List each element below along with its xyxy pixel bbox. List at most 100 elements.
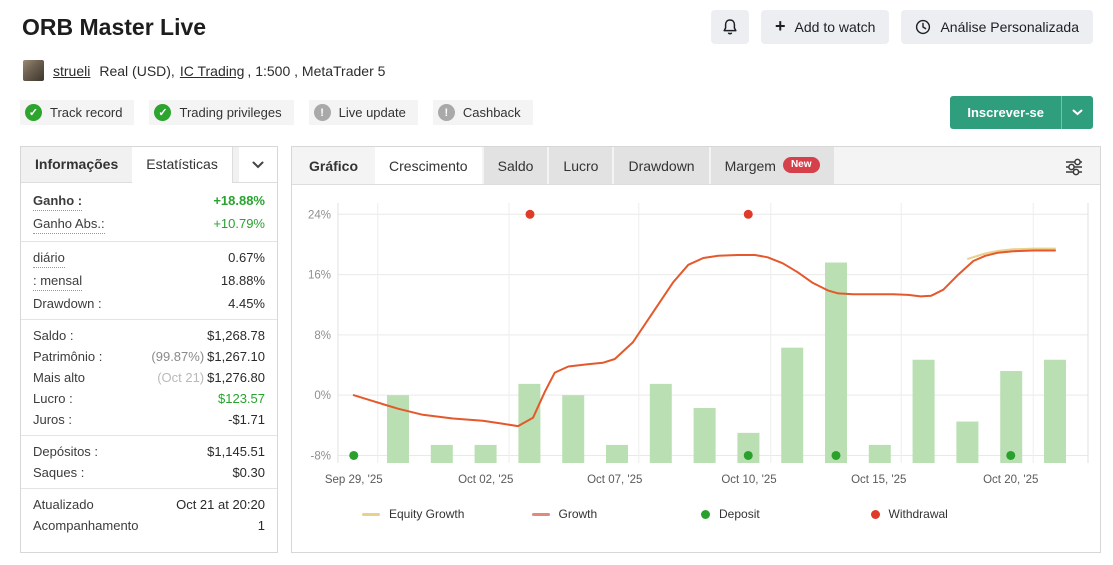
custom-analysis-button[interactable]: Análise Personalizada [901, 10, 1093, 44]
daily-growth-bar [693, 407, 716, 463]
chart-tabs: Gráfico Crescimento Saldo Lucro Drawdown Mar… [292, 147, 1100, 185]
daily-growth-bar [737, 432, 760, 463]
daily-growth-bar [430, 444, 453, 463]
broker-link[interactable]: IC Trading [179, 62, 245, 79]
growth-chart-svg: 24% 16% 8% 0% -8% Sep 29, '25 Oct 02, '25 Oct 0… [308, 203, 1089, 486]
tab-estatisticas[interactable]: Estatísticas [132, 147, 233, 183]
daily-growth-bar [387, 395, 409, 463]
tab-drawdown[interactable]: Drawdown [614, 147, 709, 184]
badge-label: Trading privileges [179, 105, 282, 120]
daily-growth-bar [825, 262, 847, 463]
daily-growth-bar [649, 383, 672, 463]
stat-value-prefix: (99.87%) [151, 348, 205, 364]
status-badge-live-update: ! Live update [308, 100, 418, 125]
sliders-icon [1066, 158, 1082, 176]
legend-item-deposit[interactable]: Deposit [701, 507, 871, 521]
stat-value: 0.67% [228, 250, 265, 266]
tab-saldo[interactable]: Saldo [483, 147, 548, 184]
page-title: ORB Master Live [22, 14, 207, 40]
stat-label: Atualizado [33, 496, 94, 512]
stat-value-text: $123.57 [218, 390, 265, 406]
stat-value-text: 0.67% [228, 249, 265, 265]
custom-analysis-label: Análise Personalizada [940, 19, 1079, 35]
user-avatar[interactable] [23, 60, 44, 81]
tab-informacoes[interactable]: Informações [35, 156, 119, 172]
topbar-actions: + Add to watch Análise Personalizada [711, 10, 1093, 44]
stat-value: 18.88% [221, 273, 265, 289]
stat-row-drawdown: Drawdown : 4.45% [21, 293, 277, 314]
daily-growth-bar [956, 421, 979, 463]
stat-value: 1 [258, 518, 265, 534]
tab-lucro[interactable]: Lucro [549, 147, 613, 184]
group-divider [21, 435, 277, 436]
y-axis-tick: -8% [311, 450, 331, 462]
stat-value-text: +10.79% [213, 215, 265, 231]
user-name-link[interactable]: strueli [53, 62, 91, 79]
stats-list: Ganho : +18.88% Ganho Abs.: +10.79% diário 0.… [21, 183, 277, 540]
clock-icon [916, 19, 931, 35]
chart-tab-items: Crescimento Saldo Lucro Drawdown Margem New [375, 147, 836, 184]
badge-row: ✓ Track record ✓ Trading privileges ! Live up… [20, 96, 1093, 129]
stats-tabs-dropdown-toggle[interactable] [239, 147, 277, 182]
growth-chart: 24% 16% 8% 0% -8% Sep 29, '25 Oct 02, '25 Oct 0… [292, 185, 1100, 498]
legend-item-withdrawal[interactable]: Withdrawal [870, 507, 1041, 521]
deposit-marker [831, 450, 841, 460]
withdrawal-marker [743, 209, 753, 219]
info-circle-icon: ! [437, 104, 455, 121]
tab-margem[interactable]: Margem New [710, 147, 834, 184]
legend-label: Withdrawal [888, 507, 948, 521]
badge-label: Cashback [462, 105, 521, 120]
deposit-marker [743, 450, 753, 460]
info-circle-icon: ! [313, 104, 331, 121]
status-badge-track-record: ✓ Track record [20, 100, 135, 125]
stat-row-atualizado: Atualizado Oct 21 at 20:20 [21, 494, 277, 515]
x-axis-tick: Oct 10, '25 [721, 474, 776, 486]
add-to-watch-button[interactable]: + Add to watch [761, 10, 890, 44]
subscribe-split-button[interactable]: Inscrever-se [950, 96, 1093, 129]
subscribe-button[interactable]: Inscrever-se [950, 96, 1061, 129]
x-axis-tick: Oct 20, '25 [983, 474, 1038, 486]
stat-value: (Oct 21) $1,276.80 [157, 370, 265, 386]
y-axis-tick: 16% [308, 270, 331, 282]
withdrawal-marker [525, 209, 535, 219]
stat-value-text: 1 [257, 517, 265, 533]
stat-label: Patrimônio : [33, 348, 103, 364]
stat-value-text: $1,276.80 [207, 369, 265, 385]
verification-badges: ✓ Track record ✓ Trading privileges ! Live up… [20, 100, 533, 125]
stat-row-acompanhamento: Acompanhamento 1 [21, 515, 277, 536]
stat-label: Lucro : [33, 390, 73, 406]
chart-settings-button[interactable] [1061, 155, 1087, 182]
chart-legend: Equity Growth Growth Deposit Withdrawal [292, 498, 1100, 528]
new-badge: New [782, 157, 820, 173]
daily-growth-bar [518, 383, 541, 463]
check-circle-icon: ✓ [25, 104, 42, 121]
stat-label: Mais alto [33, 369, 86, 385]
chevron-down-icon [252, 161, 264, 168]
daily-growth-bar [474, 444, 497, 463]
daily-growth-bar [606, 444, 628, 463]
tab-crescimento[interactable]: Crescimento [375, 147, 482, 184]
stat-value-text: Oct 21 at 20:20 [176, 496, 265, 512]
y-axis-tick: 24% [308, 209, 331, 221]
badge-label: Track record [50, 105, 123, 120]
stat-label: Acompanhamento [33, 517, 139, 533]
daily-growth-bar [868, 444, 891, 463]
daily-growth-bar [781, 347, 804, 463]
plus-icon: + [775, 16, 786, 36]
subscribe-dropdown-toggle[interactable] [1061, 96, 1093, 129]
stat-value: +10.79% [213, 216, 265, 232]
notifications-button[interactable] [711, 10, 750, 44]
stat-label: : mensal [33, 273, 83, 291]
stat-row-juros: Juros : -$1.71 [21, 409, 277, 430]
account-type: Real (USD), [99, 62, 175, 79]
stat-row-mais-alto: Mais alto (Oct 21) $1,276.80 [21, 367, 277, 388]
stat-row-depositos: Depósitos : $1,145.51 [21, 441, 277, 462]
legend-item-growth[interactable]: Growth [531, 507, 702, 521]
content: Informações Estatísticas Ganho : +18.88% Ga… [20, 146, 1101, 553]
legend-line-swatch [531, 512, 550, 516]
legend-item-equity-growth[interactable]: Equity Growth [362, 507, 532, 521]
stat-label: Saldo : [33, 327, 74, 343]
x-axis-tick: Oct 02, '25 [458, 474, 513, 486]
stat-row-mensal: : mensal 18.88% [21, 270, 277, 293]
stat-label: diário [33, 250, 65, 268]
